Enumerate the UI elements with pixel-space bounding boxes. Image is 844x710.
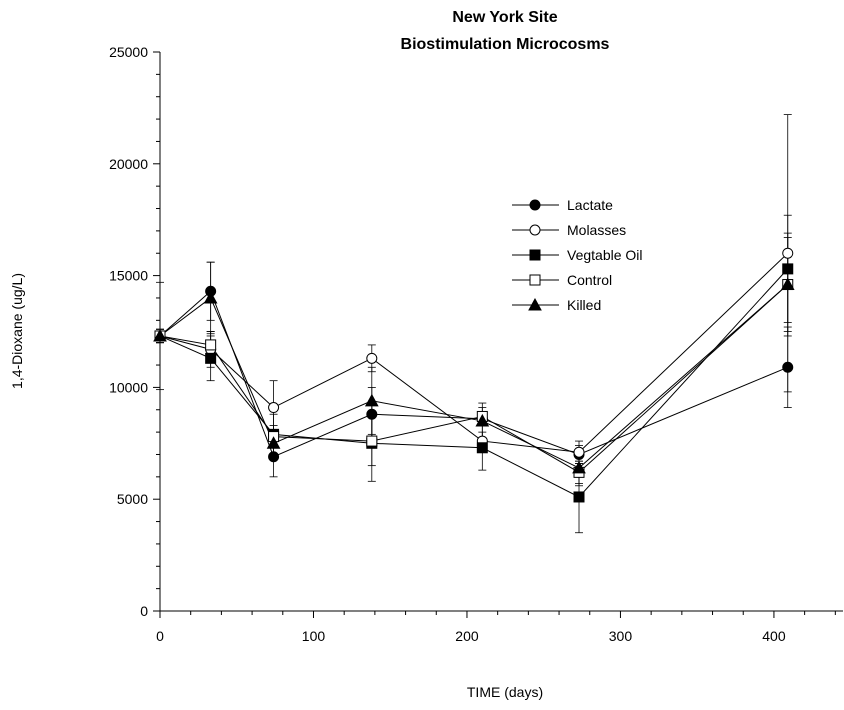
x-tick-label: 100 [302, 628, 326, 644]
x-tick-label: 400 [762, 628, 786, 644]
legend-label-lactate: Lactate [567, 197, 613, 213]
data-point-killed [780, 277, 795, 291]
x-tick-label: 0 [156, 628, 164, 644]
data-point-killed [203, 290, 218, 304]
legend-marker-vegtable-oil [529, 249, 541, 261]
data-point-molasses [366, 352, 378, 364]
data-point-molasses [268, 402, 280, 414]
series-line-control [159, 284, 789, 473]
data-point-vegtable-oil [573, 491, 585, 503]
data-point-killed [475, 413, 490, 427]
data-point-killed [153, 328, 167, 342]
error-bars [156, 114, 792, 534]
data-point-lactate [366, 408, 378, 420]
data-point-molasses [573, 446, 585, 458]
legend-marker-control [529, 274, 541, 286]
data-point-killed [364, 393, 379, 407]
x-tick-label: 300 [609, 628, 633, 644]
y-tick-label: 20000 [109, 156, 148, 172]
data-markers [153, 247, 795, 503]
axes: 0 5000 10000 15000 20000 25000 0 100 200 300 400 [109, 44, 843, 644]
series-line-lactate [159, 290, 788, 458]
data-point-vegtable-oil [205, 352, 217, 364]
legend-label-vegtable-oil: Vegtable Oil [567, 247, 643, 263]
data-point-control [205, 339, 217, 351]
legend-marker-killed [528, 297, 542, 311]
chart-subtitle: Biostimulation Microcosms [401, 36, 610, 53]
y-tick-label: 15000 [109, 268, 148, 284]
y-tick-label: 0 [140, 603, 148, 619]
legend-marker-lactate [529, 199, 541, 211]
chart-title: New York Site [452, 9, 557, 26]
data-point-molasses [782, 247, 794, 259]
data-point-vegtable-oil [782, 263, 794, 275]
data-point-lactate [782, 361, 794, 373]
legend: Lactate Molasses Vegtable Oil Control Killed [512, 197, 643, 313]
data-point-control [366, 435, 378, 447]
y-axis-label: 1,4-Dioxane (ug/L) [9, 273, 25, 389]
legend-label-control: Control [567, 272, 612, 288]
series-line-vegtable-oil [159, 268, 789, 498]
data-point-lactate [268, 451, 280, 463]
x-tick-label: 200 [455, 628, 479, 644]
series-line-molasses [159, 252, 789, 453]
x-axis-label: TIME (days) [467, 684, 543, 700]
y-tick-label: 25000 [109, 44, 148, 60]
data-point-killed [266, 436, 281, 449]
y-tick-label: 5000 [117, 491, 148, 507]
y-tick-label: 10000 [109, 379, 148, 395]
legend-label-molasses: Molasses [567, 222, 626, 238]
legend-marker-molasses [529, 224, 541, 236]
series-line-killed [159, 284, 789, 469]
data-point-vegtable-oil [476, 442, 488, 454]
legend-label-killed: Killed [567, 297, 601, 313]
series-lines [159, 252, 789, 498]
data-point-killed [572, 460, 586, 474]
